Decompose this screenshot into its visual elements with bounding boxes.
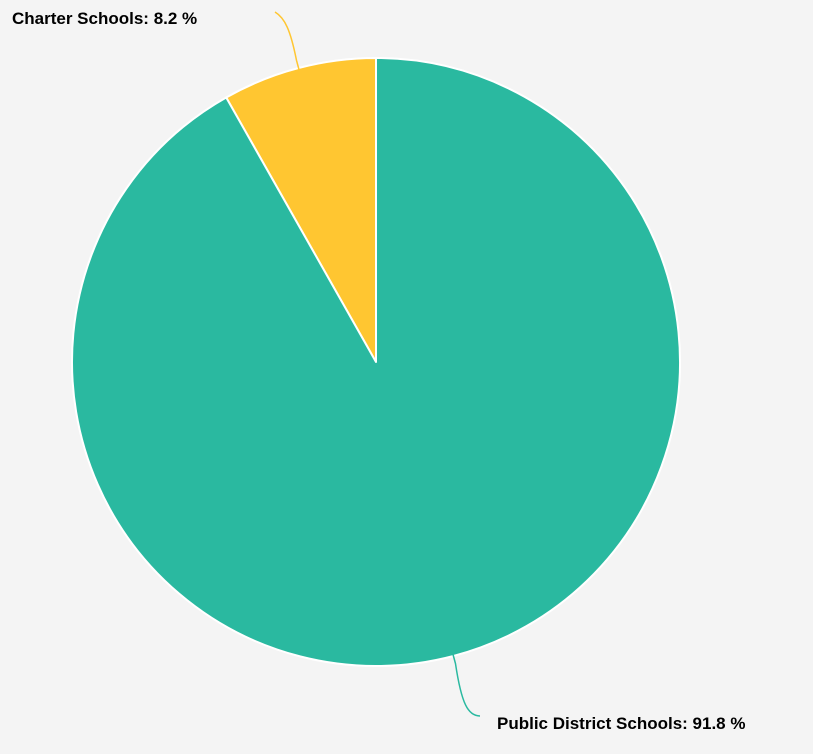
- slice-label-charter-schools: Charter Schools: 8.2 %: [12, 9, 197, 28]
- label-connectors: [274, 11, 481, 717]
- pie-slice-public-district-schools[interactable]: [70, 57, 681, 667]
- slice-label-public-district-schools: Public District Schools: 91.8 %: [497, 714, 745, 733]
- pie-slices: [70, 57, 681, 667]
- connector-line-charter-schools: [274, 11, 300, 71]
- connector-line-public-district-schools: [452, 653, 481, 717]
